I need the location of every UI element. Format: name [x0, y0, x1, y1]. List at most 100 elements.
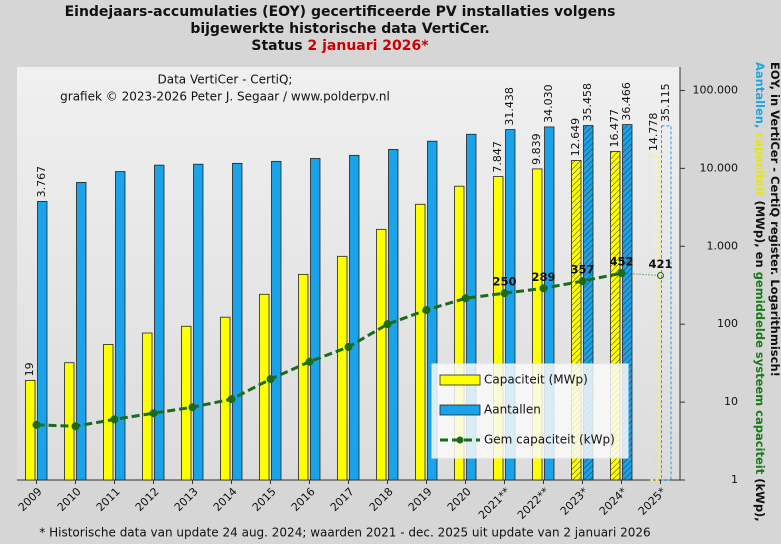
- footnote: * Historische data van update 24 aug. 20…: [39, 526, 650, 540]
- bar: [415, 203, 426, 481]
- x-tick-label: 2014: [211, 485, 240, 514]
- side-label-part: Aantallen,: [754, 62, 768, 132]
- line-marker: [344, 342, 353, 351]
- x-tick-label: 2016: [289, 485, 318, 514]
- bar: [64, 362, 75, 481]
- bar: [661, 125, 672, 481]
- line: [36, 271, 622, 428]
- data-label: 452: [609, 255, 633, 269]
- bar: [193, 163, 204, 481]
- side-label-part: capaciteit: [754, 132, 768, 200]
- data-label: 421: [648, 257, 672, 271]
- bar: [583, 125, 594, 481]
- x-tick-label: 2017: [328, 485, 357, 514]
- legend-label: Aantallen: [484, 403, 541, 417]
- x-tick-label: 2010: [55, 485, 84, 514]
- x-tick-label: 2019: [406, 485, 435, 514]
- x-tick-label: 2015: [250, 485, 279, 514]
- data-label: 12.649: [569, 118, 582, 157]
- bar: [544, 126, 555, 481]
- line-marker: [461, 294, 470, 303]
- title-part: Status: [251, 38, 307, 54]
- line-marker: [188, 403, 197, 412]
- line-marker: [110, 415, 119, 424]
- title-part: Eindejaars-accumulaties (EOY) gecertific…: [65, 4, 616, 20]
- legend-label: Gem capaciteit (kWp): [484, 433, 615, 447]
- bar: [532, 168, 543, 481]
- bar: [466, 133, 477, 481]
- bar: [376, 228, 387, 481]
- legend-swatch: [439, 374, 481, 386]
- data-label: 16.477: [608, 109, 621, 148]
- bar: [154, 164, 165, 481]
- line-segment: [621, 272, 661, 277]
- line-marker: [578, 277, 587, 286]
- data-label: 250: [492, 275, 516, 289]
- bar: [337, 255, 348, 481]
- line-marker: [539, 284, 548, 293]
- line-marker: [71, 422, 80, 431]
- bar: [622, 124, 633, 481]
- data-label: 35.115: [659, 83, 672, 122]
- line-marker: [657, 272, 664, 280]
- bar: [454, 185, 465, 481]
- data-label: 357: [570, 263, 594, 277]
- bar: [349, 154, 360, 481]
- x-tick-label: 2009: [16, 485, 45, 514]
- bar: [232, 162, 243, 481]
- data-label: 34.030: [542, 84, 555, 123]
- side-label-part: gemiddelde systeem capaciteit: [754, 272, 768, 479]
- bar: [103, 344, 114, 481]
- chart-title: Status 2 januari 2026*: [251, 38, 429, 54]
- line-marker: [266, 375, 275, 384]
- x-tick-label: 2024*: [597, 485, 630, 518]
- bar: [493, 176, 504, 481]
- side-label-part: (kWp),: [754, 478, 768, 521]
- annotation: grafiek © 2023-2026 Peter J. Segaar / ww…: [60, 90, 390, 104]
- line-marker: [383, 320, 392, 329]
- line-marker: [500, 289, 509, 298]
- legend-swatch: [439, 404, 481, 416]
- x-tick-label: 2022**: [515, 485, 552, 522]
- data-label: 289: [531, 270, 555, 284]
- side-label: Aantallen, capaciteit (MWp), en gemiddel…: [754, 62, 768, 522]
- y-tick-label: 100: [717, 317, 738, 330]
- chart-title: Eindejaars-accumulaties (EOY) gecertific…: [65, 4, 616, 20]
- data-label: 35.458: [581, 83, 594, 122]
- x-tick-label: 2020: [445, 485, 474, 514]
- x-tick-label: 2018: [367, 485, 396, 514]
- legend-marker: [456, 436, 464, 444]
- data-label: 7.847: [491, 141, 504, 173]
- bar: [388, 149, 399, 481]
- bar: [310, 158, 321, 481]
- x-tick-label: 2023*: [558, 485, 591, 518]
- bar: [37, 200, 48, 481]
- x-tick-label: 2012: [133, 485, 162, 514]
- bar: [298, 273, 309, 481]
- side-label-part: (MWp), en: [754, 200, 768, 271]
- bar: [115, 171, 126, 481]
- bar: [181, 325, 192, 481]
- y-tick-label: 10: [724, 395, 738, 408]
- line-marker: [32, 420, 41, 429]
- data-label: 31.438: [503, 87, 516, 126]
- y-tick-label: 10.000: [700, 161, 739, 174]
- legend-label: Capaciteit (MWp): [484, 373, 588, 387]
- line-marker: [227, 395, 236, 404]
- line-marker: [149, 409, 158, 418]
- x-tick-label: 2025*: [636, 485, 669, 518]
- x-tick-label: 2011: [94, 485, 123, 514]
- data-label: 14.778: [647, 113, 660, 152]
- data-label: 3.767: [35, 166, 48, 198]
- bar: [571, 160, 582, 481]
- bar: [610, 151, 621, 481]
- side-label: EOY, in VertiCer - CertiQ register. Loga…: [769, 62, 781, 377]
- line-marker: [422, 306, 431, 315]
- x-tick-label: 2021**: [476, 485, 513, 522]
- x-tick-label: 2013: [172, 485, 201, 514]
- chart-title: bijgewerkte historische data VertiCer.: [190, 21, 489, 37]
- annotation: Data VertiCer - CertiQ;: [158, 73, 293, 87]
- bar: [142, 332, 153, 481]
- line-marker: [305, 357, 314, 366]
